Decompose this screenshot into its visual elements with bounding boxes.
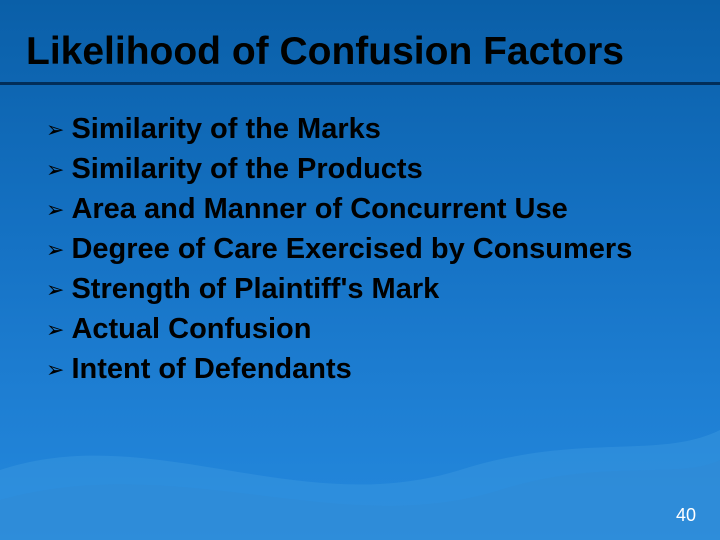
list-item: ➢ Degree of Care Exercised by Consumers [46, 232, 680, 268]
title-underline [0, 82, 720, 85]
bullet-icon: ➢ [46, 196, 64, 223]
list-item-text: Area and Manner of Concurrent Use [71, 192, 680, 228]
list-item-text: Similarity of the Products [71, 152, 680, 188]
bullet-icon: ➢ [46, 276, 64, 303]
list-item: ➢ Similarity of the Products [46, 152, 680, 188]
list-item-text: Intent of Defendants [71, 352, 680, 388]
list-item-text: Similarity of the Marks [71, 112, 680, 148]
bullet-list: ➢ Similarity of the Marks ➢ Similarity o… [46, 112, 680, 392]
bullet-icon: ➢ [46, 156, 64, 183]
list-item: ➢ Actual Confusion [46, 312, 680, 348]
list-item-text: Strength of Plaintiff's Mark [71, 272, 680, 308]
bullet-icon: ➢ [46, 236, 64, 263]
list-item: ➢ Similarity of the Marks [46, 112, 680, 148]
list-item: ➢ Strength of Plaintiff's Mark [46, 272, 680, 308]
slide-title: Likelihood of Confusion Factors [26, 30, 700, 74]
list-item: ➢ Area and Manner of Concurrent Use [46, 192, 680, 228]
list-item: ➢ Intent of Defendants [46, 352, 680, 388]
bullet-icon: ➢ [46, 316, 64, 343]
bullet-icon: ➢ [46, 356, 64, 383]
bullet-icon: ➢ [46, 116, 64, 143]
page-number: 40 [676, 505, 696, 526]
list-item-text: Degree of Care Exercised by Consumers [71, 232, 680, 268]
list-item-text: Actual Confusion [71, 312, 680, 348]
